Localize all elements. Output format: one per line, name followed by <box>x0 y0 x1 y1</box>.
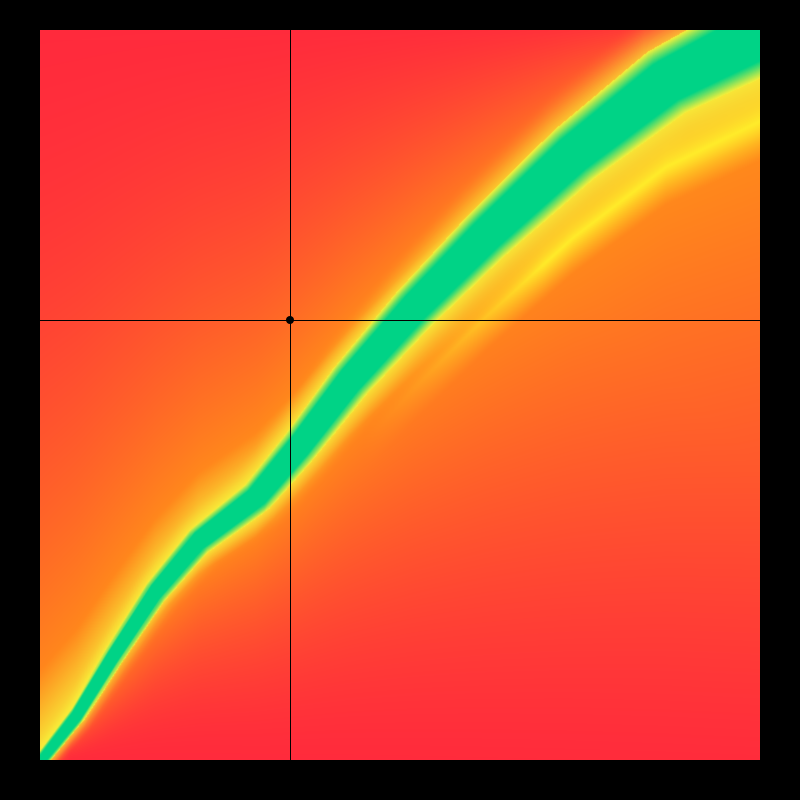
plot-border-top <box>0 0 800 30</box>
crosshair-horizontal <box>40 320 760 321</box>
plot-border-bottom <box>0 760 800 800</box>
plot-border-left <box>0 0 40 800</box>
crosshair-vertical <box>290 30 291 760</box>
plot-border-right <box>760 0 800 800</box>
crosshair-marker <box>286 316 294 324</box>
heatmap-canvas <box>40 30 760 760</box>
chart-frame: TheBottleneck.com <box>0 0 800 800</box>
